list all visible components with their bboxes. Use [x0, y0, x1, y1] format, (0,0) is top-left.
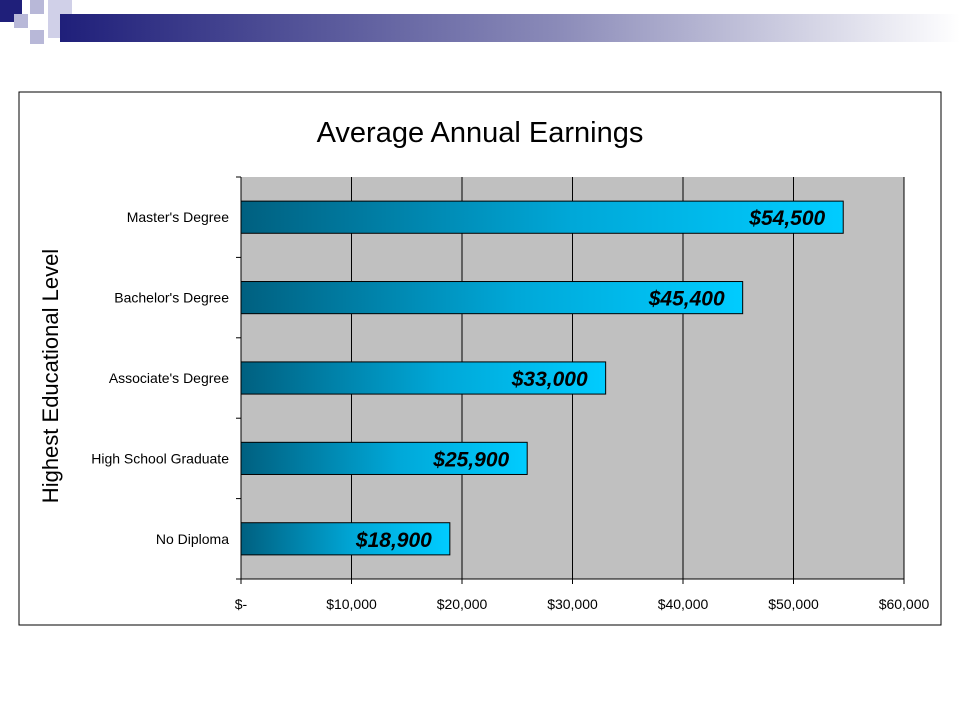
data-label: $45,400	[648, 288, 725, 311]
bar	[240, 361, 607, 395]
x-tick-label: $20,000	[437, 596, 488, 612]
category-label: High School Graduate	[91, 450, 229, 466]
bar	[240, 441, 528, 475]
y-axis-label: Highest Educational Level	[38, 249, 63, 503]
x-tick-label: $-	[235, 596, 248, 612]
decor-square-2	[30, 0, 44, 14]
slide-decoration	[0, 0, 960, 44]
category-label: Bachelor's Degree	[114, 290, 229, 306]
category-label: Associate's Degree	[109, 370, 229, 386]
bar	[240, 281, 744, 315]
x-tick-label: $40,000	[658, 596, 709, 612]
x-tick-label: $50,000	[768, 596, 819, 612]
x-tick-label: $60,000	[879, 596, 930, 612]
chart-title: Average Annual Earnings	[317, 117, 644, 149]
x-tick-label: $10,000	[326, 596, 377, 612]
bar	[240, 522, 451, 556]
category-label: Master's Degree	[127, 209, 229, 225]
data-label: $18,900	[355, 529, 432, 552]
data-label: $25,900	[432, 448, 509, 471]
data-label: $33,000	[511, 368, 588, 391]
decor-square-4	[30, 30, 44, 44]
x-tick-label: $30,000	[547, 596, 598, 612]
decor-square-3	[14, 14, 28, 28]
category-label: No Diploma	[156, 531, 229, 547]
decor-stripe	[60, 14, 960, 42]
axes: $- $10,000 $20,000 $30,000 $40,000 $50,000 $60…	[91, 176, 930, 612]
bar	[240, 200, 844, 234]
bars: $54,500 $45,400 $33,000 $25,900 $18,900	[240, 200, 844, 556]
data-label: $54,500	[748, 207, 825, 230]
